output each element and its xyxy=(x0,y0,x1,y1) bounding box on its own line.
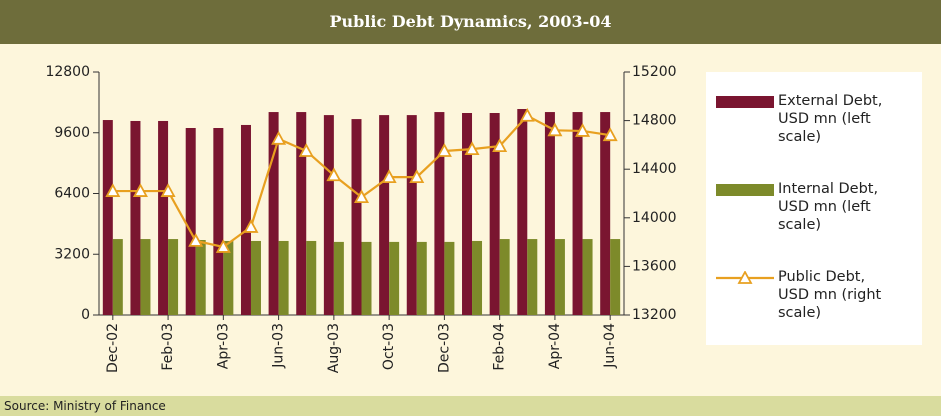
x-tick-label: Oct-03 xyxy=(381,323,397,370)
bar xyxy=(112,239,123,315)
bar xyxy=(582,239,593,315)
y-tick-label: 9600 xyxy=(54,125,90,141)
x-tick-label: Apr-04 xyxy=(547,323,563,369)
marker xyxy=(464,141,480,156)
bar xyxy=(416,241,427,315)
y-tick-label: 0 xyxy=(81,307,90,323)
bar xyxy=(102,120,113,315)
bar xyxy=(296,112,307,315)
bar xyxy=(361,241,372,315)
marker xyxy=(132,183,148,197)
y2-tick-label: 14000 xyxy=(632,210,677,226)
bar xyxy=(223,240,234,315)
bar xyxy=(517,109,528,315)
bar xyxy=(489,113,500,315)
marker xyxy=(160,183,176,197)
bar xyxy=(554,239,565,315)
marker xyxy=(353,189,370,204)
bar xyxy=(389,241,400,315)
marker xyxy=(381,169,397,183)
marker xyxy=(409,169,425,183)
bar xyxy=(351,119,362,315)
bar xyxy=(544,112,555,315)
legend-label: External Debt, USD mn (left scale) xyxy=(778,93,883,145)
x-tick-label: Dec-03 xyxy=(436,323,452,373)
y-tick-label: 12800 xyxy=(45,64,90,80)
bar xyxy=(213,128,224,315)
marker xyxy=(519,107,535,122)
marker xyxy=(326,167,342,182)
x-tick-label: Aug-03 xyxy=(326,323,342,373)
marker xyxy=(436,143,452,157)
marker xyxy=(105,183,121,197)
marker xyxy=(215,239,231,253)
bar xyxy=(379,115,390,315)
bar xyxy=(240,124,251,316)
bar xyxy=(499,239,510,315)
bar xyxy=(268,112,279,315)
bar xyxy=(185,128,196,315)
bar xyxy=(195,240,206,315)
bar xyxy=(168,239,179,315)
y2-tick-label: 13200 xyxy=(632,307,677,323)
legend-key xyxy=(716,96,774,108)
x-tick-label: Dec-02 xyxy=(105,323,121,373)
bar xyxy=(406,115,417,315)
bar xyxy=(306,240,317,315)
y2-tick-label: 15200 xyxy=(632,64,677,80)
legend: External Debt, USD mn (left scale) Intern… xyxy=(706,72,922,345)
legend-label: Internal Debt, USD mn (left scale) xyxy=(778,181,879,233)
y-tick-label: 3200 xyxy=(54,246,90,262)
bar xyxy=(140,239,151,315)
legend-key xyxy=(716,270,774,284)
marker xyxy=(298,143,314,157)
bar xyxy=(278,240,289,315)
bar xyxy=(572,112,583,315)
legend-key xyxy=(716,184,774,196)
bar xyxy=(610,239,621,315)
bar xyxy=(527,239,538,315)
marker xyxy=(602,127,618,142)
x-tick-label: Jun-04 xyxy=(602,323,618,369)
marker xyxy=(271,130,287,145)
x-tick-label: Apr-03 xyxy=(215,323,231,369)
x-tick-label: Feb-04 xyxy=(492,323,508,371)
y-tick-label: 6400 xyxy=(54,186,90,202)
marker xyxy=(243,219,259,233)
bar xyxy=(434,112,445,315)
chart-title: Public Debt Dynamics, 2003-04 xyxy=(0,0,941,44)
x-tick-label: Jun-03 xyxy=(271,323,287,369)
y2-tick-label: 13600 xyxy=(632,258,677,274)
y2-tick-label: 14400 xyxy=(632,161,677,177)
bar xyxy=(444,241,455,315)
bar xyxy=(462,113,473,315)
y2-tick-label: 14800 xyxy=(632,113,677,129)
bar xyxy=(130,120,141,315)
legend-label: Public Debt, USD mn (right scale) xyxy=(778,269,882,321)
bar xyxy=(333,241,344,315)
marker xyxy=(492,138,508,153)
bar xyxy=(600,112,611,315)
source-note: Source: Ministry of Finance xyxy=(0,396,941,416)
bar xyxy=(158,120,169,315)
x-tick-label: Feb-03 xyxy=(160,323,176,371)
marker xyxy=(575,123,591,137)
bar xyxy=(472,240,483,315)
bar xyxy=(323,115,334,315)
bar xyxy=(250,240,261,315)
marker xyxy=(547,122,563,137)
marker xyxy=(188,233,204,247)
